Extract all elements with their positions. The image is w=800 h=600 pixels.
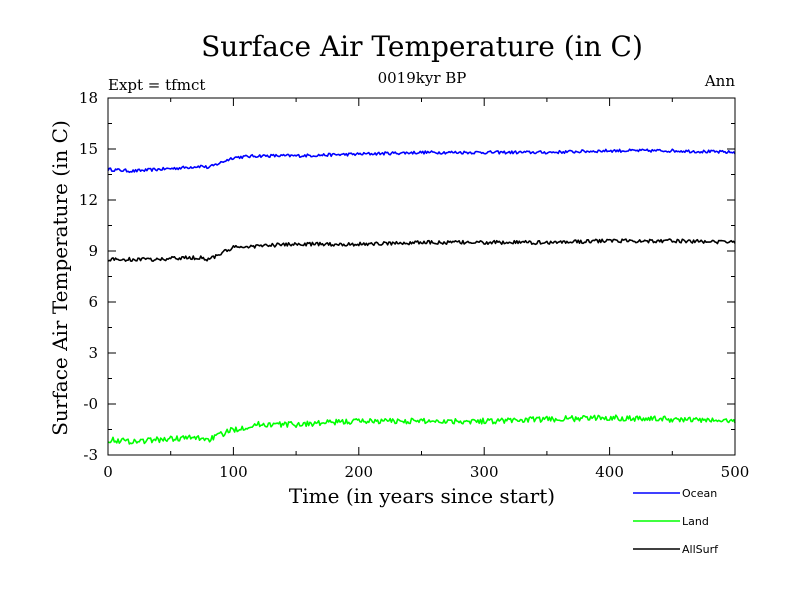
series-layer bbox=[107, 148, 736, 445]
y-tick-label: 15 bbox=[79, 140, 98, 158]
season-note: Ann bbox=[704, 72, 735, 90]
x-tick-label: 400 bbox=[595, 463, 624, 481]
legend-label-land: Land bbox=[682, 515, 709, 528]
x-axis-label: Time (in years since start) bbox=[289, 484, 555, 508]
x-tick-label: 300 bbox=[470, 463, 499, 481]
y-axis-label: Surface Air Temperature (in C) bbox=[48, 120, 72, 436]
y-tick-label: 12 bbox=[79, 191, 98, 209]
x-tick-label: 500 bbox=[721, 463, 750, 481]
y-tick-label: -0 bbox=[83, 395, 98, 413]
experiment-note: Expt = tfmct bbox=[108, 76, 205, 94]
axis-layer: 0 100 200 300 400 500 18 15 12 9 6 3 -0 -3 bbox=[79, 89, 749, 481]
legend: Ocean Land AllSurf bbox=[633, 487, 719, 556]
y-tick-label: 18 bbox=[79, 89, 98, 107]
series-line-ocean bbox=[107, 148, 736, 174]
legend-label-allsurf: AllSurf bbox=[682, 543, 719, 556]
x-tick-label: 200 bbox=[344, 463, 373, 481]
y-tick-label: 9 bbox=[88, 242, 98, 260]
chart-title: Surface Air Temperature (in C) bbox=[201, 30, 643, 63]
y-tick-label: -3 bbox=[83, 446, 98, 464]
series-line-allsurf bbox=[107, 238, 736, 263]
x-tick-label: 100 bbox=[219, 463, 248, 481]
legend-label-ocean: Ocean bbox=[682, 487, 717, 500]
y-tick-label: 6 bbox=[88, 293, 98, 311]
series-line-land bbox=[107, 414, 736, 445]
y-tick-label: 3 bbox=[88, 344, 98, 362]
chart-subtitle: 0019kyr BP bbox=[378, 69, 467, 87]
plot-frame bbox=[107, 97, 736, 456]
x-tick-label: 0 bbox=[103, 463, 113, 481]
